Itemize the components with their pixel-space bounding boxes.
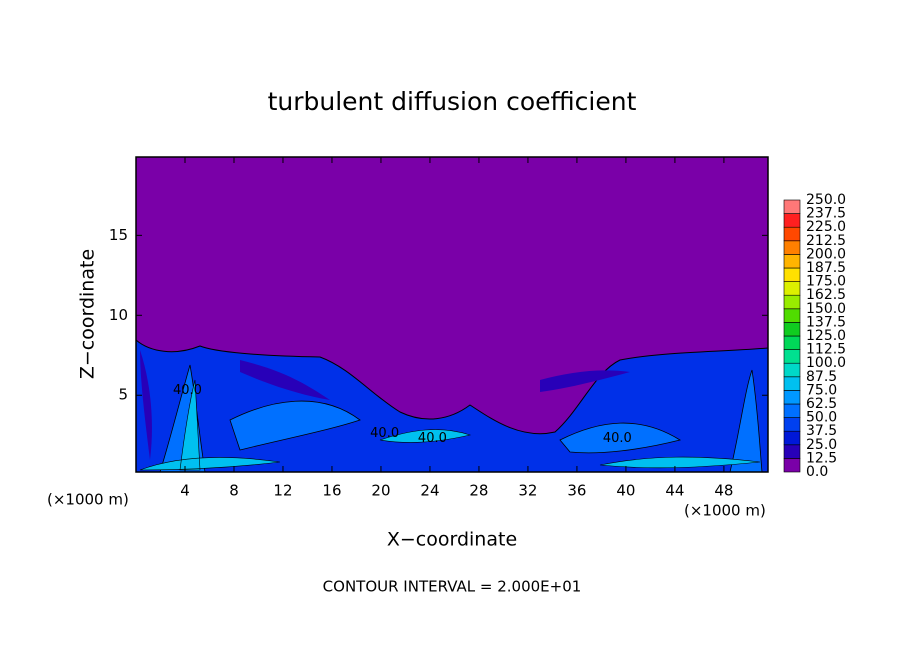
x-tick-label: 24 [420,482,439,500]
colorbar-bin [783,213,801,228]
contour-interval-note: CONTOUR INTERVAL = 2.000E+01 [323,578,582,596]
colorbar-label: 237.5 [806,206,846,222]
colorbar-label: 62.5 [806,396,837,412]
y-tick-label: 15 [109,226,128,244]
y-tick-label: 10 [109,306,128,324]
colorbar-label: 0.0 [806,464,828,480]
plot-frame [135,156,769,473]
colorbar-label: 150.0 [806,301,846,317]
colorbar-bin [783,390,801,405]
colorbar-bin [783,267,801,282]
field-band [140,350,630,460]
chart-title: turbulent diffusion coefficient [268,87,637,116]
x-tick-label: 44 [665,482,684,500]
x-tick-label: 8 [229,482,239,500]
y-axis-label: Z−coordinate [77,249,99,379]
colorbar-bin [783,349,801,364]
colorbar-bin [783,430,801,446]
colorbar-bin [783,254,801,269]
colorbar-bin [783,308,801,323]
colorbar-bin [783,335,801,350]
y-unit: (×1000 m) [47,491,129,509]
colorbar-label: 125.0 [806,328,846,344]
x-tick-label: 20 [371,482,390,500]
colorbar-bin [783,199,801,214]
colorbar-bin [783,376,801,391]
x-unit: (×1000 m) [684,502,766,520]
colorbar-bin [783,294,801,310]
x-tick-label: 36 [567,482,586,500]
colorbar-bin [783,403,801,418]
x-tick-label: 28 [469,482,488,500]
colorbar-label: 112.5 [806,342,846,358]
colorbar-label: 187.5 [806,260,846,276]
x-axis-label: X−coordinate [387,529,517,551]
x-tick-label: 48 [714,482,733,500]
colorbar-label: 75.0 [806,382,837,398]
colorbar-bin [783,226,801,242]
colorbar-bin [783,322,801,337]
colorbar-label: 50.0 [806,410,837,426]
colorbar-bin [783,362,801,378]
colorbar-label: 250.0 [806,192,846,208]
x-tick-label: 32 [518,482,537,500]
field-streak [159,364,763,473]
colorbar-bin [783,458,801,473]
y-tick-label: 5 [118,386,128,404]
colorbar-label: 200.0 [806,246,846,262]
x-tick-label: 12 [273,482,292,500]
colorbar-label: 162.5 [806,287,846,303]
field-streak [139,379,761,471]
colorbar-label: 137.5 [806,314,846,330]
colorbar-label: 212.5 [806,233,846,249]
colorbar-bin [783,281,801,296]
x-tick-label: 4 [180,482,190,500]
colorbar-label: 225.0 [806,219,846,235]
contour-label: 40.0 [603,431,632,446]
colorbar-bin [783,417,801,432]
contour-label: 40.0 [418,431,447,446]
colorbar-label: 12.5 [806,450,837,466]
colorbar-bin [783,240,801,255]
colorbar-label: 175.0 [806,274,846,290]
contour-label: 40.0 [370,426,399,441]
colorbar-bin [783,444,801,459]
x-tick-label: 16 [322,482,341,500]
contour-label: 40.0 [173,383,202,398]
colorbar-label: 25.0 [806,437,837,453]
colorbar-label: 87.5 [806,369,837,385]
field [135,156,769,473]
colorbar-label: 37.5 [806,423,837,439]
colorbar-label: 100.0 [806,355,846,371]
x-tick-label: 40 [616,482,635,500]
